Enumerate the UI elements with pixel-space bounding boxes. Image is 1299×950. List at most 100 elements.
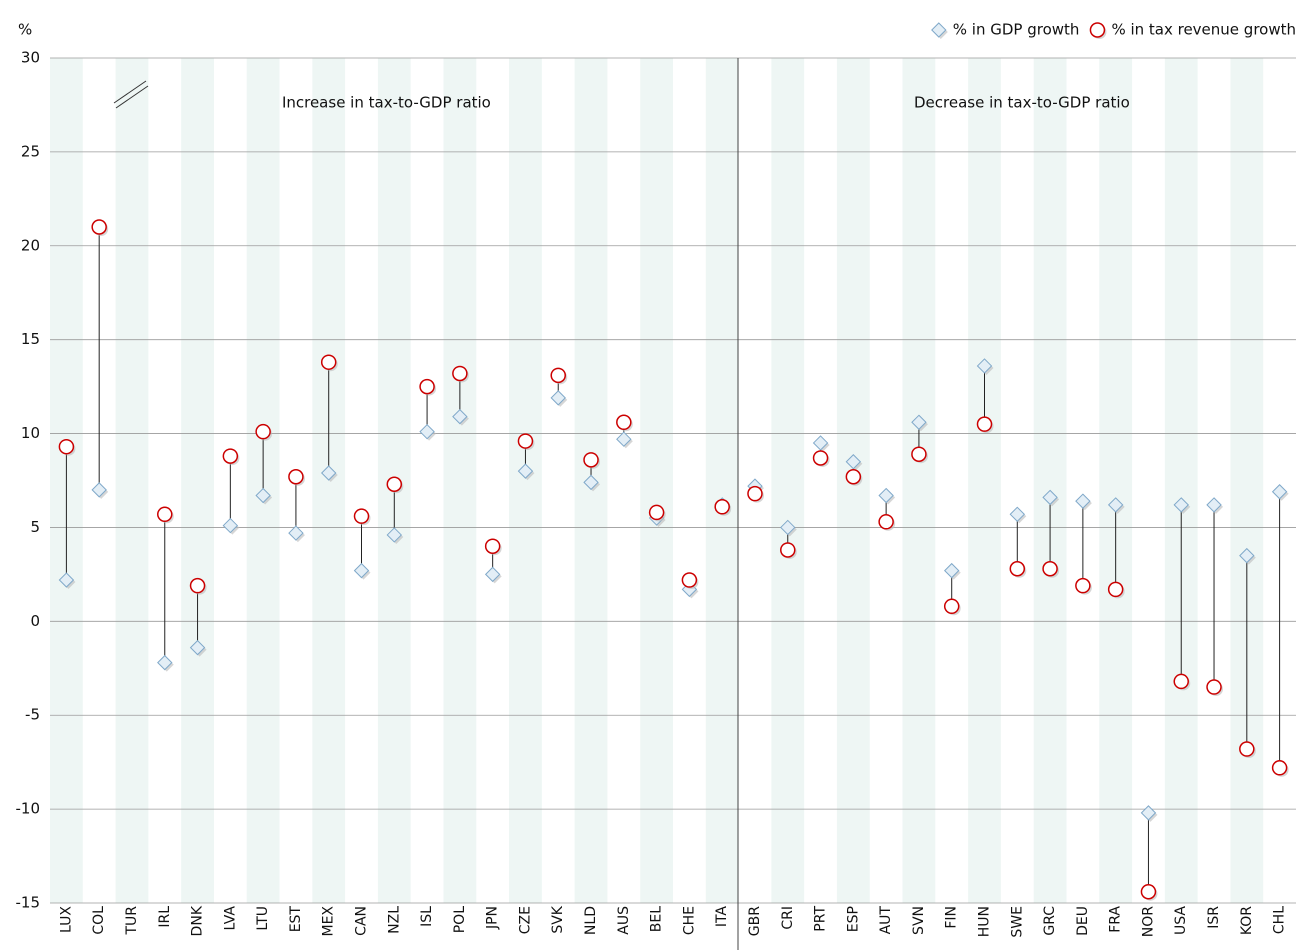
gdp-marker [189,639,206,656]
x-tick-label: CHE [681,906,697,935]
legend-label: % in tax revenue growth [1111,21,1296,39]
gdp-marker [484,566,501,583]
y-tick-label: 30 [21,49,40,67]
x-tick-label: CHL [1272,906,1288,934]
y-tick-label: 10 [21,424,40,442]
gdp-marker [1239,547,1255,564]
tax-marker [812,450,829,466]
tax-marker [484,538,501,554]
tax-marker [157,506,173,523]
y-tick-label: 5 [30,518,40,536]
x-tick-label: BEL [649,906,665,932]
y-tick-label: 25 [21,142,40,160]
y-tick-label: -5 [25,706,40,724]
gdp-marker [58,572,75,588]
tax-marker [1009,561,1026,577]
tax-marker [550,367,566,384]
x-tick-label: SVN [911,906,927,935]
y-tick-label: -10 [16,800,41,818]
column-band [181,58,214,903]
tax-marker [222,448,239,464]
tax-marker [288,468,304,485]
tax-marker [747,485,763,502]
column-band [968,58,1001,903]
tax-marker [1075,577,1091,594]
column-band [1230,58,1264,903]
x-tick-label: ISR [1206,906,1222,929]
column-band [509,58,542,903]
gdp-marker [1271,484,1288,500]
legend-label: % in GDP growth [953,21,1080,39]
tax-marker [58,438,75,455]
column-band [443,58,477,903]
x-tick-label: FIN [944,906,960,929]
x-tick-label: PRT [813,906,829,932]
gdp-marker [288,525,304,541]
gdp-marker [1107,497,1124,513]
x-tick-label: LVA [222,906,238,931]
gdp-marker [780,519,796,536]
tax-marker [1173,673,1189,690]
x-tick-label: SVK [550,905,566,933]
tax-marker [616,414,632,431]
column-band [1099,58,1133,903]
x-tick-label: LTU [255,906,271,931]
gdp-marker [845,454,862,470]
tax-marker [1107,581,1124,598]
axis-break [113,80,149,109]
gdp-marker [222,517,239,534]
gdp-marker [583,474,599,491]
gdp-marker [1206,497,1222,513]
x-tick-label: CRI [780,906,796,930]
gdp-marker [812,435,829,451]
x-tick-label: HUN [977,906,993,937]
annotation: Increase in tax-to-GDP ratio [282,94,491,112]
x-tick-label: POL [452,906,468,933]
y-tick-label: -15 [16,894,41,912]
tax-marker [255,423,271,440]
x-tick-label: TUR [124,906,140,936]
x-tick-label: NZL [386,906,402,934]
gdp-marker [419,423,435,440]
tax-marker [1239,741,1255,757]
x-tick-label: IRL [157,906,173,928]
x-tick-label: CAN [354,906,370,936]
column-bands [50,58,1264,903]
tax-marker [780,542,796,558]
gdp-marker [321,465,337,481]
x-tick-label: AUT [878,906,894,935]
tax-marker [353,508,370,524]
gdp-marker [976,358,993,374]
gdp-marker [353,562,370,579]
column-band [1164,58,1198,903]
x-tick-label: SWE [1009,906,1025,938]
tax-marker [419,378,435,395]
tax-marker [1042,561,1058,577]
x-tick-label: GBR [747,906,763,936]
tax-marker [648,504,665,521]
column-band [771,58,805,903]
tax-marker [452,365,468,382]
x-tick-label: ISL [419,906,435,927]
tax-marker [714,499,730,515]
annotation: Decrease in tax-to-GDP ratio [914,94,1130,112]
column-band [705,58,739,903]
tax-marker [517,433,534,449]
x-tick-label: EST [288,906,304,933]
gdp-marker [1075,493,1091,509]
x-tick-label: ITA [714,906,730,928]
x-tick-label: DEU [1075,906,1091,936]
x-tick-label: ESP [845,906,861,932]
column-band [1033,58,1067,903]
tax-marker [911,446,927,462]
x-tick-label: GRC [1042,906,1058,936]
y-tick-label: 20 [21,236,40,254]
x-tick-label: DNK [190,905,206,936]
x-tick-label: JPN [485,906,501,930]
x-tick-label: NOR [1140,906,1156,937]
x-tick-label: KOR [1239,906,1255,935]
marks [58,219,1289,901]
gdp-marker [1009,506,1025,523]
tax-marker [1271,760,1288,776]
